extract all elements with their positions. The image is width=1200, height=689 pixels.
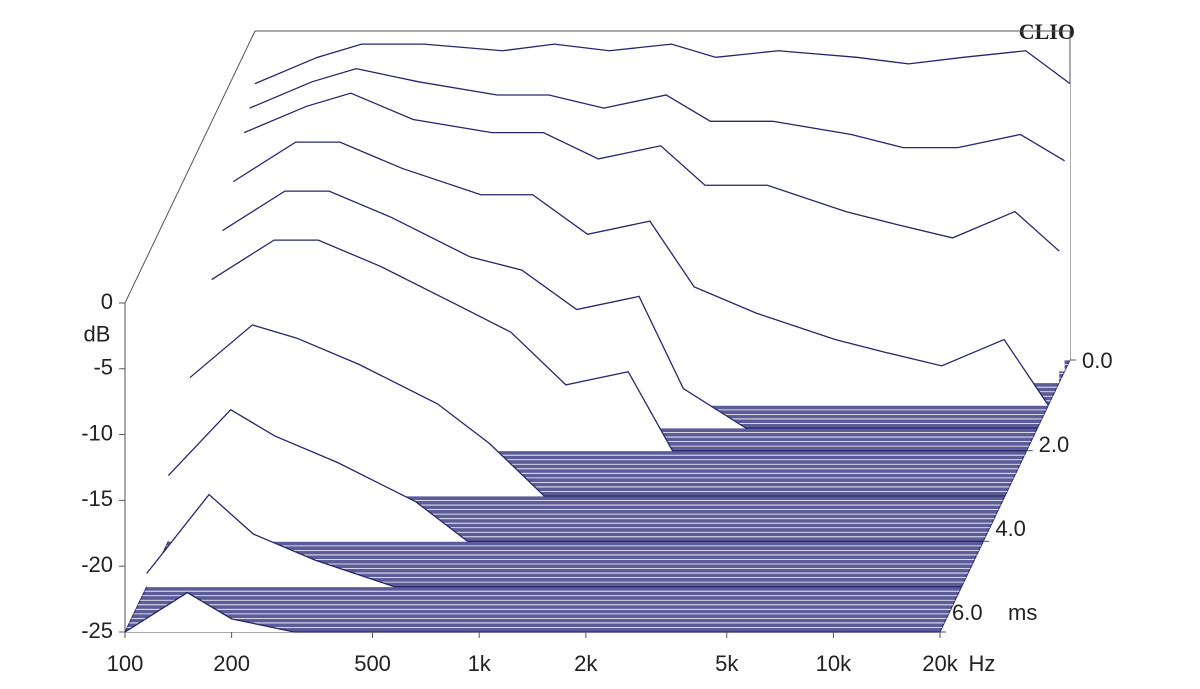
y-tick-label: -15 <box>81 486 113 511</box>
slice-line <box>189 324 1005 497</box>
x-tick-label: 5k <box>715 651 739 676</box>
slice-line <box>232 141 1049 406</box>
slice-line <box>222 190 1038 429</box>
y-axis-label: dB <box>84 322 111 347</box>
slice-line <box>167 408 984 542</box>
slice-fill <box>146 494 962 587</box>
x-tick-label: 1k <box>468 651 492 676</box>
slice-line <box>124 591 940 633</box>
slice-line <box>211 239 1027 452</box>
x-tick-label: 100 <box>107 651 144 676</box>
slice-line <box>243 92 1060 252</box>
x-tick-label: 200 <box>213 651 250 676</box>
slice-line <box>254 43 1071 85</box>
y-tick-label: -20 <box>81 552 113 577</box>
x-tick-label: 20k <box>922 651 958 676</box>
box-edge <box>124 30 256 304</box>
y-tick-label: 0 <box>101 289 113 314</box>
z-tick-label: 2.0 <box>1039 432 1070 457</box>
y-tick-label: -10 <box>81 420 113 445</box>
z-tick-label: 0.0 <box>1082 348 1113 373</box>
slice-fill <box>125 592 940 632</box>
x-axis-label: Hz <box>969 651 996 676</box>
y-tick-label: -25 <box>81 618 113 643</box>
z-tick-label: 6.0 <box>952 600 983 625</box>
slice-line <box>146 493 962 588</box>
y-tick-label: -5 <box>93 355 113 380</box>
brand: CLIO <box>1019 19 1075 44</box>
z-axis-label: ms <box>1008 600 1037 625</box>
slice-line <box>249 67 1065 162</box>
slice-fill <box>190 324 1005 496</box>
z-tick-label: 4.0 <box>995 516 1026 541</box>
x-tick-label: 2k <box>574 651 598 676</box>
slice-fill <box>168 409 984 542</box>
x-tick-label: 500 <box>354 651 391 676</box>
x-tick-label: 10k <box>816 651 852 676</box>
